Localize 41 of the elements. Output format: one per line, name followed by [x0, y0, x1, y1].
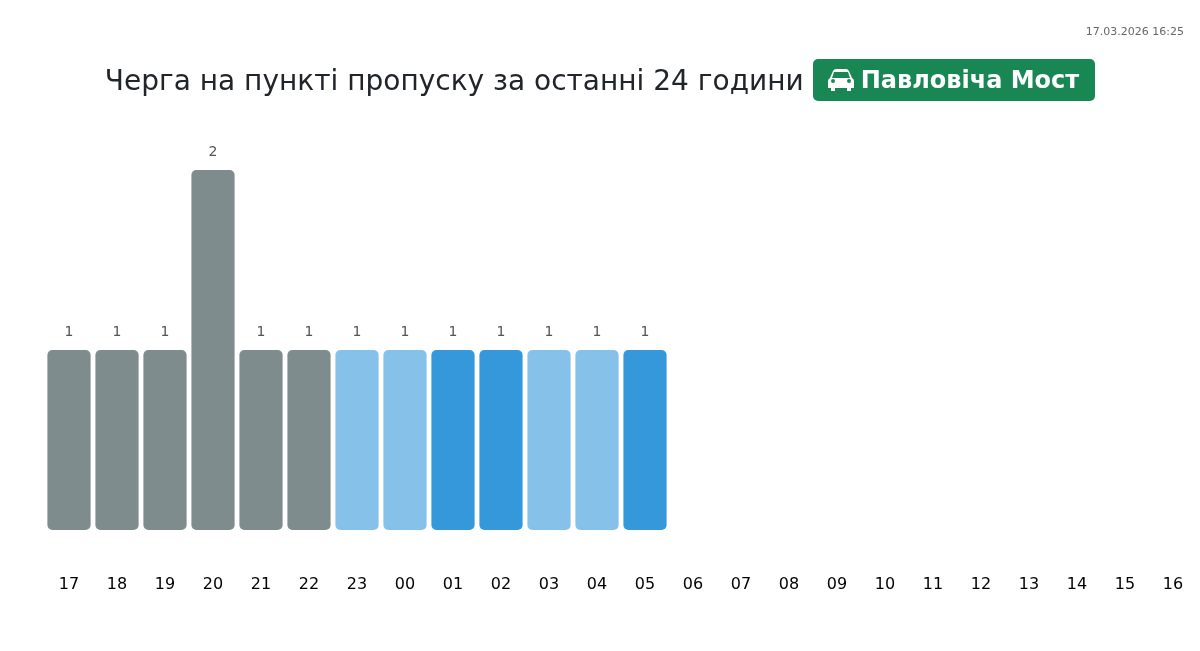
data-label: 1: [496, 323, 506, 339]
data-label: 1: [400, 323, 410, 339]
x-tick-label: 01: [442, 573, 464, 593]
data-label: 1: [160, 323, 170, 339]
x-tick-label: 10: [874, 573, 896, 593]
x-tick-label: 05: [634, 573, 656, 593]
x-tick-label: 11: [922, 573, 944, 593]
data-label: 1: [256, 323, 266, 339]
data-label: 2: [208, 143, 218, 159]
x-tick-label: 21: [250, 573, 272, 593]
x-tick-label: 08: [778, 573, 800, 593]
x-tick-label: 17: [58, 573, 80, 593]
data-label: 1: [304, 323, 314, 339]
text: 17.03.2026 16:25: [1085, 25, 1184, 39]
x-tick-label: 13: [1018, 573, 1040, 593]
data-label: 1: [64, 323, 74, 339]
chart-subtitle: Павловіча Мост: [860, 66, 1080, 94]
data-label: 1: [448, 323, 458, 339]
x-tick-label: 09: [826, 573, 848, 593]
x-tick-label: 14: [1066, 573, 1088, 593]
x-tick-label: 00: [394, 573, 416, 593]
x-tick-label: 02: [490, 573, 512, 593]
data-label: 1: [640, 323, 650, 339]
x-tick-label: 06: [682, 573, 704, 593]
x-tick-label: 18: [106, 573, 128, 593]
x-tick-label: 19: [154, 573, 176, 593]
badge: Павловіча Мост: [812, 59, 1096, 101]
x-tick-label: 07: [730, 573, 752, 593]
x-tick-label: 16: [1162, 573, 1184, 593]
data-label: 1: [592, 323, 602, 339]
chart-title: Черга на пункті пропуску за останні 24 години: [104, 63, 804, 97]
data-label: 1: [112, 323, 122, 339]
x-tick-label: 23: [346, 573, 368, 593]
data-label: 1: [544, 323, 554, 339]
x-tick-label: 04: [586, 573, 608, 593]
x-tick-label: 15: [1114, 573, 1136, 593]
x-tick-label: 20: [202, 573, 224, 593]
x-tick-label: 22: [298, 573, 320, 593]
data-label: 1: [352, 323, 362, 339]
x-tick-label: 12: [970, 573, 992, 593]
x-tick-label: 03: [538, 573, 560, 593]
